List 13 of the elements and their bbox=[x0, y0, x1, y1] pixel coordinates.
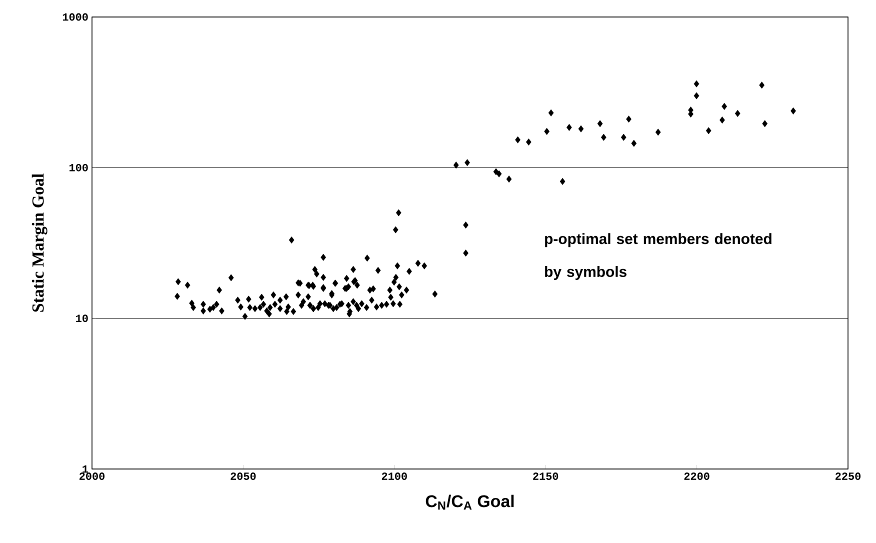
x-tick-label: 2050 bbox=[230, 472, 256, 480]
y-tick-label: 10 bbox=[76, 314, 88, 322]
y-axis-title: Static Margin Goal bbox=[32, 174, 48, 312]
x-tick-label: 2200 bbox=[684, 472, 710, 480]
y-tick-label: 1000 bbox=[62, 13, 88, 21]
x-tick-label: 2150 bbox=[533, 472, 558, 480]
y-tick-label: 100 bbox=[69, 164, 88, 172]
x-tick-label: 2100 bbox=[382, 472, 407, 480]
x-tick-label: 2000 bbox=[80, 472, 105, 480]
text: p-optimal set members denoted by symbols bbox=[545, 233, 772, 280]
x-axis-title: C$_{N}$/C$_{A}$ Goal bbox=[426, 494, 514, 510]
y-tick-label: 1 bbox=[82, 465, 88, 473]
x-tick-label: 2250 bbox=[836, 472, 861, 480]
